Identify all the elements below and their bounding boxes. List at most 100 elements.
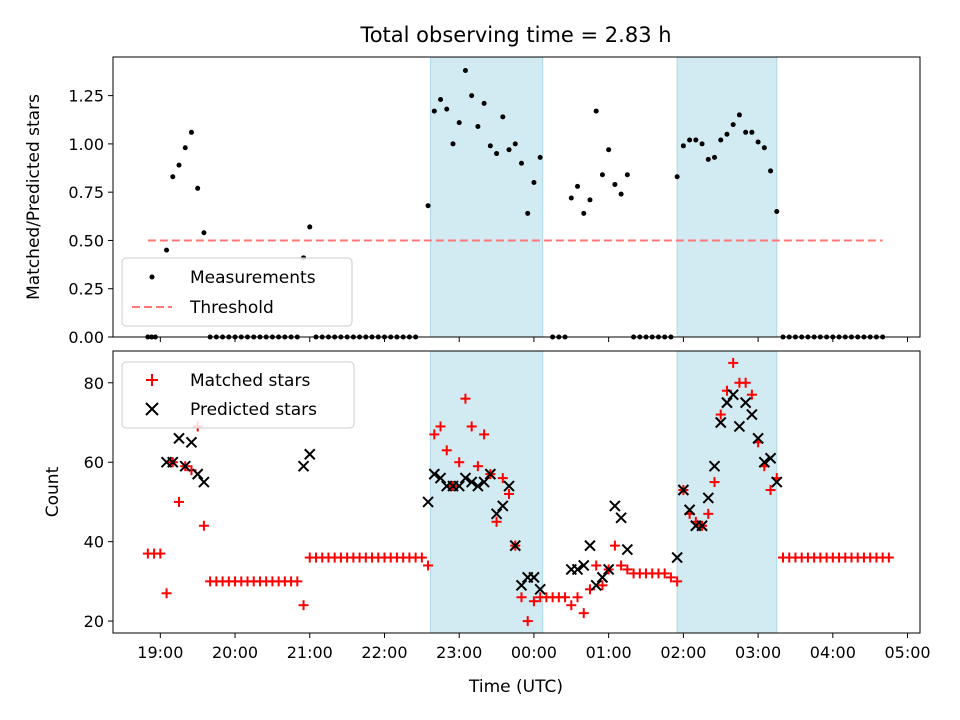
measurement-point: [730, 122, 736, 128]
matched-star-point: [740, 377, 751, 388]
matched-star-point: [423, 560, 434, 571]
bottom-y-tick-label: 40: [84, 533, 104, 552]
bottom-x-ticks: 19:00 20:00 21:00 22:00 23:00 00:00 01:00 02:00…: [137, 633, 931, 662]
matched-star-point: [560, 592, 571, 603]
predicted-star-point: [584, 539, 596, 552]
top-y-ticks: 0.00 0.25 0.50 0.75 1.00 1.25: [68, 87, 113, 347]
matched-star-point: [497, 473, 508, 484]
bottom-shaded-span-0: [430, 350, 544, 634]
bottom-shaded-span-1: [676, 350, 778, 634]
predicted-star-point: [465, 476, 478, 488]
bottom-y-tick-label: 20: [84, 612, 104, 631]
x-tick-label: 02:00: [660, 643, 706, 662]
top-legend-box: [121, 257, 353, 327]
predicted-star-point: [472, 480, 484, 492]
predicted-star-point: [677, 484, 690, 496]
predicted-star-point: [179, 460, 191, 472]
measurement-point: [456, 120, 462, 126]
legend-predicted-marker: [145, 402, 159, 416]
top-y-tick-label: 1.00: [68, 135, 104, 154]
measurement-point: [718, 137, 724, 143]
predicted-star-point: [715, 416, 727, 429]
matched-star-point: [429, 429, 440, 440]
bottom-y-tick-label: 60: [84, 453, 104, 472]
top-y-tick-label: 0.00: [68, 328, 104, 347]
predicted-star-point: [434, 472, 447, 484]
matched-star-point: [292, 576, 303, 587]
top-x-ticks: [159, 337, 909, 342]
predicted-star-point: [746, 408, 758, 421]
top-legend: Measurements Threshold: [121, 257, 353, 327]
measurement-point: [170, 174, 176, 180]
legend-measurements-marker: [149, 274, 155, 280]
matched-star-point: [454, 457, 465, 468]
predicted-star-point: [721, 396, 733, 409]
bottom-y-axis-label: Count: [43, 466, 63, 517]
measurement-point: [182, 145, 188, 151]
matched-star-point: [665, 572, 676, 583]
top-panel: 0.00 0.25 0.50 0.75 1.00 1.25 Matched/Predict…: [24, 56, 921, 347]
measurement-point: [736, 112, 742, 118]
predicted-star-point: [503, 480, 515, 492]
measurement-point: [618, 191, 624, 197]
measurement-point: [749, 129, 755, 135]
measurement-point: [444, 106, 450, 112]
measurement-point: [537, 154, 543, 160]
bottom-legend-box: [121, 361, 355, 429]
bottom-axes-frame: [112, 350, 921, 634]
predicted-star-point: [708, 460, 721, 472]
x-tick-label: 05:00: [884, 643, 930, 662]
figure-title: Total observing time = 2.83 h: [359, 23, 671, 47]
top-y-tick-label: 0.25: [68, 280, 104, 299]
measurement-point: [481, 100, 487, 106]
matched-star-point: [715, 409, 726, 420]
matched-star-point: [441, 445, 452, 456]
measurement-point: [425, 203, 431, 209]
predicted-star-point: [478, 476, 490, 488]
matched-star-point: [161, 588, 172, 599]
measurement-point: [575, 183, 581, 189]
top-data-marks: [145, 68, 886, 340]
matched-star-point: [566, 600, 577, 611]
matched-star-point: [174, 496, 185, 507]
matched-star-point: [472, 461, 483, 472]
top-y-axis-label: Matched/Predicted stars: [24, 94, 44, 300]
top-shaded-span-1: [676, 56, 778, 338]
predicted-star-point: [764, 452, 777, 464]
predicted-star-point: [515, 579, 528, 592]
measurement-point: [699, 141, 705, 147]
matched-star-point: [298, 600, 309, 611]
measurement-point: [462, 68, 468, 74]
matched-star-point: [597, 580, 608, 591]
x-tick-label: 20:00: [212, 643, 258, 662]
measurement-point: [487, 143, 493, 149]
bottom-y-ticks: 20 40 60 80: [84, 374, 113, 631]
predicted-star-point: [609, 500, 621, 512]
top-shaded-spans: [430, 56, 778, 338]
measurement-point: [755, 139, 761, 145]
x-axis-label: Time (UTC): [468, 677, 563, 697]
measurement-point: [525, 210, 531, 216]
predicted-star-point: [615, 512, 627, 524]
predicted-star-point: [191, 468, 204, 480]
predicted-star-point: [198, 476, 210, 488]
measurement-point: [674, 174, 680, 180]
measurement-point: [438, 96, 444, 102]
measurement-point: [724, 131, 730, 137]
x-tick-label: 19:00: [137, 643, 183, 662]
measurement-point: [687, 137, 693, 143]
top-shaded-span-0: [430, 56, 544, 338]
measurement-point: [693, 137, 699, 143]
predicted-star-point: [571, 563, 584, 576]
x-tick-label: 00:00: [511, 643, 557, 662]
measurement-point: [768, 168, 774, 174]
matched-star-point: [522, 616, 533, 627]
predicted-star-point: [771, 476, 783, 488]
x-tick-label: 21:00: [287, 643, 333, 662]
matched-star-point: [746, 389, 757, 400]
matched-star-point: [622, 564, 633, 575]
matched-star-point: [491, 516, 502, 527]
measurement-point: [494, 151, 500, 157]
predicted-star-point: [297, 460, 310, 472]
matched-star-point: [435, 421, 446, 432]
